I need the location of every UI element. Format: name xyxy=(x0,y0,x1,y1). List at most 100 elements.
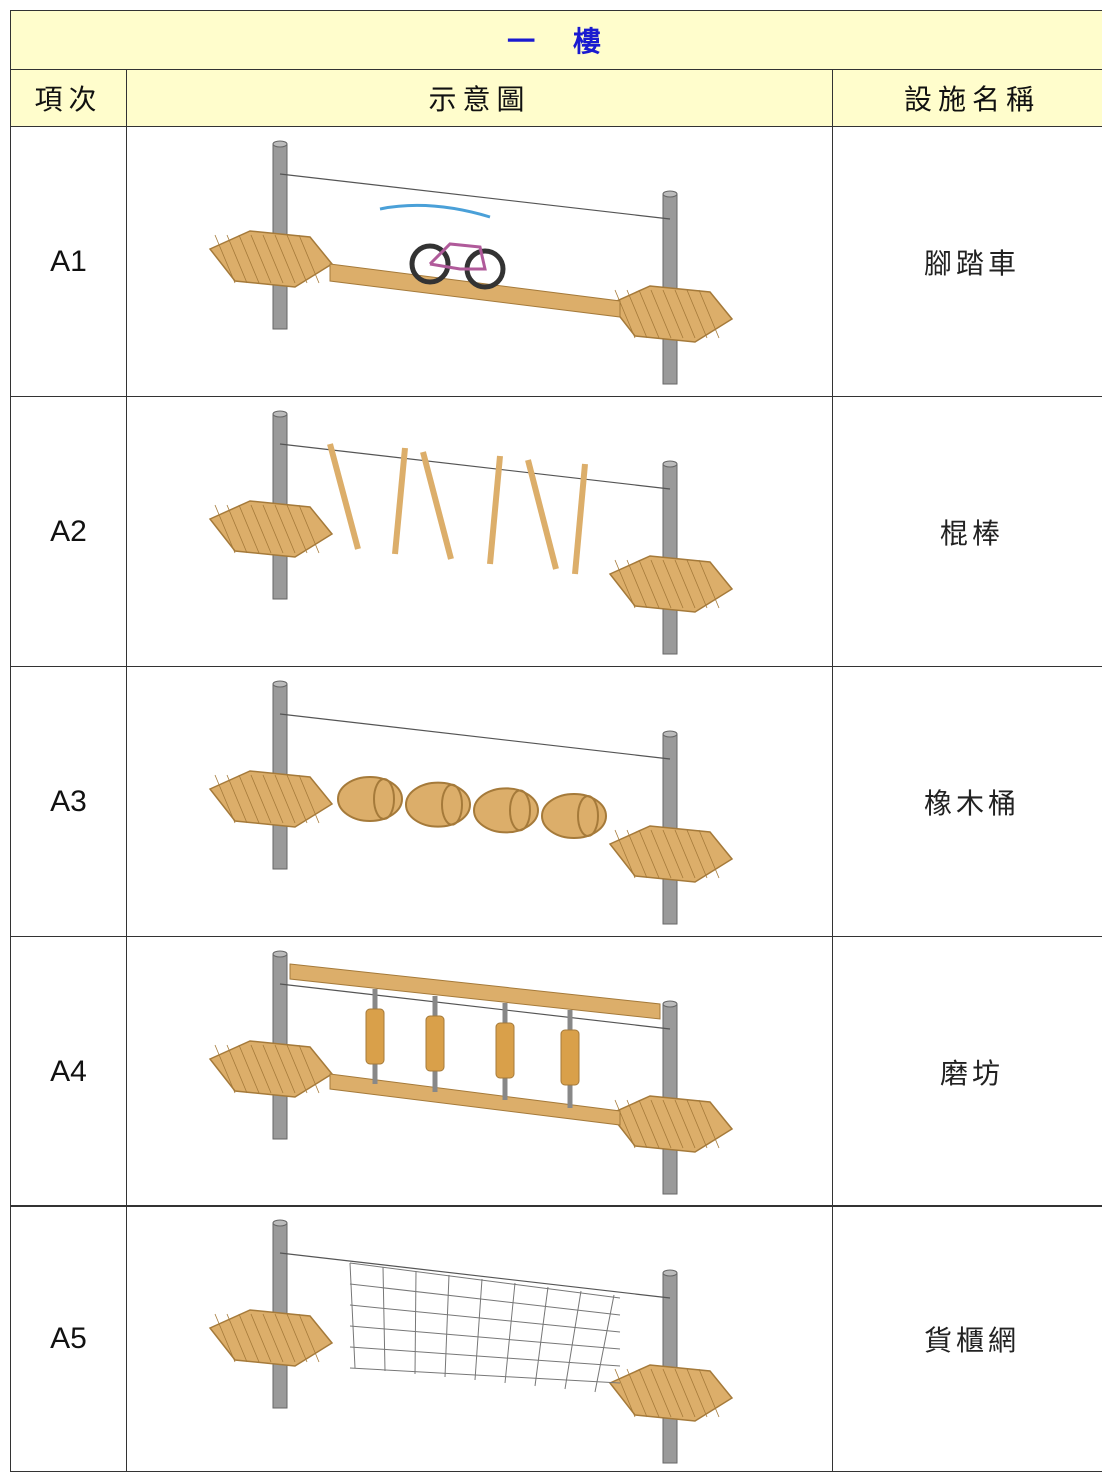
plank-line xyxy=(698,559,720,609)
item-code: A3 xyxy=(50,784,87,818)
plank-line xyxy=(674,1368,696,1418)
plank-line xyxy=(274,1044,296,1094)
plank-line xyxy=(674,1099,696,1149)
plank-line xyxy=(662,1099,684,1149)
plank-line xyxy=(698,1099,720,1149)
plank-line xyxy=(238,234,260,284)
net-line xyxy=(349,1367,621,1384)
barrel-ring xyxy=(373,778,395,820)
floor-title-cell: 一 樓 xyxy=(10,10,1102,70)
plank-line xyxy=(250,1044,272,1094)
plank-line xyxy=(698,289,720,339)
plank-line xyxy=(274,774,296,824)
net-line xyxy=(444,1274,450,1378)
plank-line xyxy=(614,1099,636,1149)
net-line xyxy=(534,1286,549,1387)
column-header: 項次 xyxy=(34,83,103,116)
row-cell: 磨坊 xyxy=(832,936,1102,1207)
plank-line xyxy=(274,1313,296,1363)
plank-line xyxy=(626,289,648,339)
plank-line xyxy=(614,829,636,879)
net-line xyxy=(594,1294,615,1393)
barrel-ring xyxy=(441,783,463,826)
plank-line xyxy=(262,1313,284,1363)
row-cell: A3 xyxy=(10,666,127,937)
platform xyxy=(608,555,734,613)
plank-line xyxy=(238,774,260,824)
plank-line xyxy=(250,1313,272,1363)
plank-line xyxy=(250,234,272,284)
pole-top xyxy=(662,1000,678,1008)
stick xyxy=(392,447,408,555)
platform xyxy=(208,500,334,558)
plank-line xyxy=(286,1044,308,1094)
plank-line xyxy=(650,1368,672,1418)
barrel xyxy=(541,793,607,839)
barrel-ring xyxy=(577,795,599,837)
roller xyxy=(365,1008,385,1065)
column-header: 示意圖 xyxy=(428,83,531,116)
row-cell: A4 xyxy=(10,936,127,1207)
illustration xyxy=(208,140,734,385)
plank-line xyxy=(686,1368,708,1418)
row-cell: 橡木桶 xyxy=(832,666,1102,937)
plank-line xyxy=(286,504,308,554)
plank-line xyxy=(662,559,684,609)
plank-line xyxy=(250,504,272,554)
plank-line xyxy=(650,289,672,339)
stick xyxy=(327,443,361,550)
plank-line xyxy=(650,829,672,879)
plank-line xyxy=(638,559,660,609)
net-line xyxy=(349,1346,621,1367)
item-code: A5 xyxy=(50,1321,87,1355)
net-line xyxy=(349,1262,356,1369)
plank-line xyxy=(214,1044,236,1094)
facility-name: 橡木桶 xyxy=(923,786,1020,820)
barrel xyxy=(473,787,539,834)
plank-line xyxy=(286,1313,308,1363)
platform xyxy=(608,1364,734,1422)
rope xyxy=(279,1252,671,1299)
floor-title: 一 樓 xyxy=(507,25,615,58)
row-cell: 腳踏車 xyxy=(832,126,1102,397)
net-line xyxy=(349,1325,621,1350)
net-line xyxy=(504,1282,516,1384)
item-code: A2 xyxy=(50,514,87,548)
plank-line xyxy=(638,829,660,879)
bike-frame xyxy=(428,242,487,271)
row-cell: 棍棒 xyxy=(832,396,1102,667)
row-cell: A5 xyxy=(10,1205,127,1472)
plank-line xyxy=(262,234,284,284)
plank-line xyxy=(226,234,248,284)
plank-line xyxy=(626,1099,648,1149)
roller xyxy=(560,1029,580,1086)
plank-line xyxy=(262,774,284,824)
pole-top xyxy=(272,410,288,418)
pole-top xyxy=(272,950,288,958)
plank-line xyxy=(274,234,296,284)
plank-line xyxy=(686,1099,708,1149)
plank-line xyxy=(226,1313,248,1363)
net-line xyxy=(349,1283,621,1316)
plank-line xyxy=(286,234,308,284)
header-cell: 項次 xyxy=(10,69,127,127)
row-cell: 貨櫃網 xyxy=(832,1205,1102,1472)
platform xyxy=(208,230,334,288)
illustration xyxy=(208,410,734,655)
plank-line xyxy=(662,289,684,339)
platform xyxy=(208,1309,334,1367)
pole-top xyxy=(272,1219,288,1227)
plank-line xyxy=(298,234,320,284)
plank-line xyxy=(674,829,696,879)
plank-line xyxy=(614,1368,636,1418)
facility-name: 腳踏車 xyxy=(923,246,1020,280)
net-line xyxy=(349,1262,621,1299)
plank-line xyxy=(614,559,636,609)
platform xyxy=(608,285,734,343)
platform xyxy=(608,1095,734,1153)
plank-line xyxy=(250,774,272,824)
plank-line xyxy=(626,1368,648,1418)
beam xyxy=(289,963,661,1020)
platform xyxy=(208,1040,334,1098)
